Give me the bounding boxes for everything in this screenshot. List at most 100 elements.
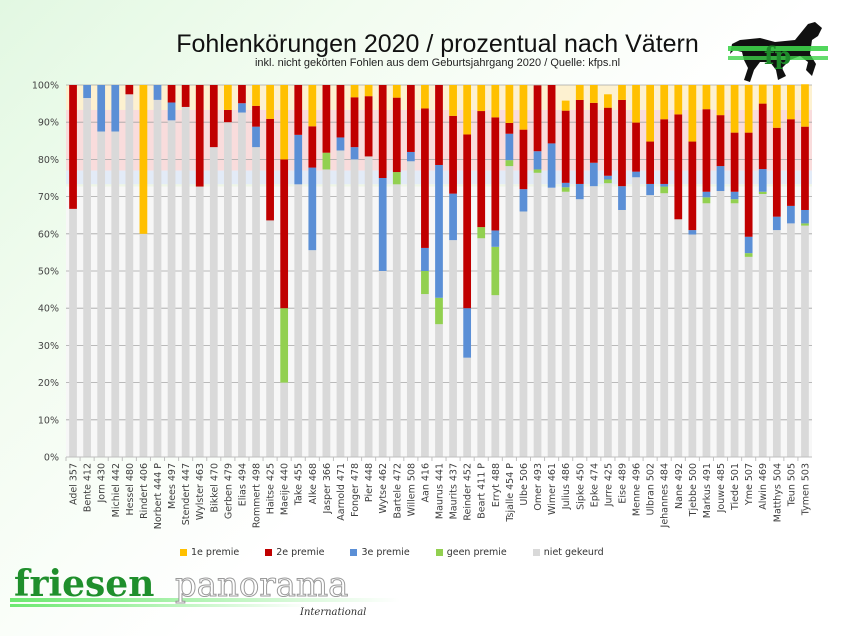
x-tick-label: Jouwe 485 bbox=[716, 463, 727, 513]
logo-word-panorama: panorama bbox=[175, 565, 348, 605]
y-tick-label: 20% bbox=[38, 378, 59, 389]
bar-niet-gekeurd bbox=[533, 172, 542, 458]
bar-geen-premie bbox=[604, 179, 612, 184]
bar-3e-premie bbox=[421, 247, 429, 271]
bar-2e-premie bbox=[181, 85, 190, 107]
bar-2e-premie bbox=[787, 119, 795, 206]
x-tick-label: Bartele 472 bbox=[392, 463, 403, 518]
legend-swatch bbox=[265, 548, 273, 556]
bar-geen-premie bbox=[421, 271, 429, 295]
bars bbox=[69, 84, 809, 458]
bar-3e-premie bbox=[758, 169, 767, 192]
bar-niet-gekeurd bbox=[392, 184, 401, 457]
x-tick-label: Jehannes 484 bbox=[660, 463, 671, 528]
bar-niet-gekeurd bbox=[449, 240, 457, 457]
x-tick-label: Tymen 503 bbox=[800, 463, 811, 516]
bar-3e-premie bbox=[772, 216, 781, 231]
bar-2e-premie bbox=[308, 126, 317, 168]
bar-3e-premie bbox=[83, 85, 91, 99]
bar-stack-41 bbox=[646, 85, 655, 457]
x-tick-label: Fonger 478 bbox=[350, 463, 361, 517]
bar-niet-gekeurd bbox=[505, 166, 514, 457]
bar-3e-premie bbox=[730, 191, 739, 200]
x-tick-label: Adel 357 bbox=[69, 463, 80, 505]
x-tick-label: Tjebbe 500 bbox=[688, 463, 699, 517]
bar-1e-premie bbox=[477, 85, 486, 112]
x-tick-label: Alke 468 bbox=[308, 463, 319, 504]
bar-3e-premie bbox=[252, 126, 260, 148]
bar-niet-gekeurd bbox=[730, 203, 739, 457]
bar-2e-premie bbox=[280, 159, 289, 309]
x-tick-label: Aarnold 471 bbox=[336, 463, 347, 521]
bar-2e-premie bbox=[505, 122, 514, 134]
bar-stack-6 bbox=[153, 85, 162, 457]
bar-niet-gekeurd bbox=[336, 150, 345, 458]
bar-3e-premie bbox=[449, 193, 457, 241]
y-tick-label: 10% bbox=[38, 415, 59, 426]
bar-2e-premie bbox=[463, 134, 472, 309]
x-tick-label: Jasper 366 bbox=[322, 463, 333, 515]
x-tick-label: Epke 474 bbox=[589, 463, 600, 507]
bar-2e-premie bbox=[167, 85, 176, 103]
bar-stack-7 bbox=[167, 85, 176, 457]
legend-item-2e-premie: 2e premie bbox=[265, 544, 324, 560]
x-tick-label: Norbert 444 P bbox=[153, 463, 164, 530]
bar-3e-premie bbox=[294, 134, 303, 185]
bar-2e-premie bbox=[491, 117, 500, 231]
x-tick-label: Beart 411 P bbox=[477, 463, 488, 519]
bar-3e-premie bbox=[97, 85, 106, 132]
legend-label: 1e premie bbox=[191, 546, 240, 558]
legend-label: 3e premie bbox=[361, 546, 410, 558]
bar-stack-1 bbox=[83, 85, 91, 458]
bar-niet-gekeurd bbox=[364, 156, 373, 457]
bar-niet-gekeurd bbox=[674, 219, 683, 457]
bar-2e-premie bbox=[604, 107, 612, 176]
legend-label: 2e premie bbox=[276, 546, 325, 558]
bar-2e-premie bbox=[294, 85, 303, 135]
bar-1e-premie bbox=[604, 94, 612, 108]
bar-niet-gekeurd bbox=[561, 191, 570, 457]
bar-stack-11 bbox=[223, 85, 232, 457]
bar-stack-10 bbox=[209, 85, 218, 457]
bar-3e-premie bbox=[688, 230, 697, 235]
x-tick-label: Julius 486 bbox=[561, 463, 572, 510]
bar-stack-35 bbox=[561, 100, 570, 457]
bar-stack-31 bbox=[505, 85, 514, 457]
x-tick-label: Rindert 406 bbox=[139, 463, 150, 519]
bar-stack-29 bbox=[477, 85, 486, 457]
bar-2e-premie bbox=[660, 119, 669, 184]
bar-geen-premie bbox=[702, 197, 711, 204]
bar-1e-premie bbox=[266, 85, 274, 119]
bar-stack-43 bbox=[674, 85, 683, 457]
bar-niet-gekeurd bbox=[491, 295, 500, 457]
bar-stack-36 bbox=[575, 85, 584, 458]
logo-tagline: International bbox=[299, 607, 366, 618]
x-tick-label: Yme 507 bbox=[744, 463, 755, 506]
bar-3e-premie bbox=[660, 183, 669, 187]
bar-2e-premie bbox=[632, 122, 640, 172]
bar-niet-gekeurd bbox=[575, 199, 584, 458]
bar-stack-8 bbox=[181, 85, 190, 457]
bar-stack-17 bbox=[308, 85, 317, 457]
bar-3e-premie bbox=[111, 85, 120, 132]
x-tick-label: Erryt 488 bbox=[491, 463, 502, 507]
bar-3e-premie bbox=[547, 143, 556, 188]
bar-niet-gekeurd bbox=[167, 120, 176, 457]
bar-3e-premie bbox=[575, 183, 584, 200]
bar-1e-premie bbox=[660, 85, 669, 120]
bar-1e-premie bbox=[589, 85, 598, 103]
bar-1e-premie bbox=[139, 85, 148, 234]
bar-2e-premie bbox=[477, 111, 486, 228]
bar-1e-premie bbox=[730, 85, 739, 133]
bar-3e-premie bbox=[589, 162, 598, 187]
bar-niet-gekeurd bbox=[406, 161, 415, 457]
bar-2e-premie bbox=[702, 109, 711, 192]
bar-3e-premie bbox=[435, 164, 443, 298]
x-tick-label: Markus 491 bbox=[702, 463, 713, 518]
bar-stack-27 bbox=[449, 85, 457, 457]
bar-niet-gekeurd bbox=[69, 208, 77, 457]
bar-geen-premie bbox=[758, 191, 767, 194]
bar-3e-premie bbox=[702, 191, 711, 198]
legend-swatch bbox=[350, 548, 358, 556]
bar-2e-premie bbox=[378, 85, 387, 178]
